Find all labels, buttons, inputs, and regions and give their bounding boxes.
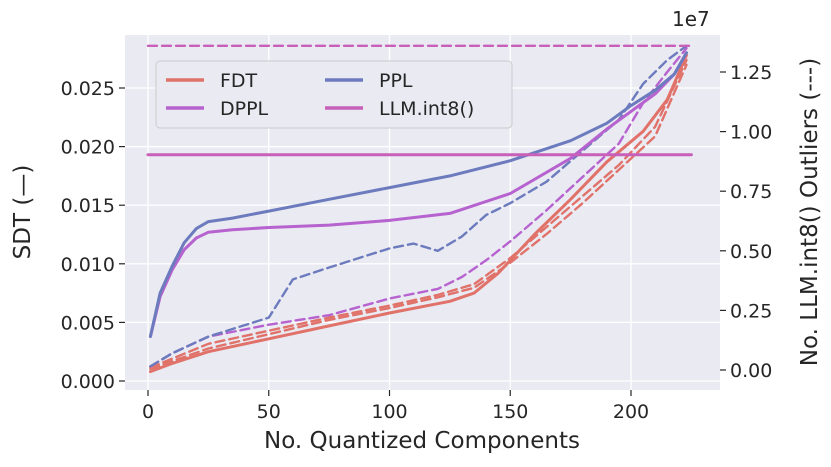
x-tick-label: 200 [613, 401, 649, 423]
y-left-tick-label: 0.000 [61, 371, 115, 393]
y-right-tick-label: 0.50 [730, 241, 772, 263]
series-line-dppl-outliers [149, 47, 688, 368]
y-right-axis-label: No. LLM.int8() Outliers (---) [797, 58, 823, 366]
series-line-dppl [148, 51, 688, 338]
x-tick-label: 0 [142, 401, 154, 423]
y-right-tick-label: 1.00 [730, 122, 772, 144]
y-right-tick-label: 0.25 [730, 300, 772, 322]
x-tick-label: 150 [492, 401, 528, 423]
series-line-ppl [148, 51, 688, 338]
y-right-tick-label: 0.75 [730, 181, 772, 203]
series-layer [146, 44, 693, 374]
y-left-tick-label: 0.015 [61, 195, 115, 217]
y-left-tick-label: 0.025 [61, 78, 115, 100]
x-tick-labels: 0 50 100 150 200 [142, 390, 649, 423]
series-line-fdt-outliers [149, 58, 688, 369]
y-left-axis-label: SDT (—) [10, 165, 36, 260]
legend-label-fdt: FDT [220, 70, 258, 92]
series-line-ppl-outliers [149, 44, 688, 368]
y-left-tick-label: 0.005 [61, 312, 115, 334]
y-left-tick-label: 0.020 [61, 137, 115, 159]
right-axis-multiplier: 1e7 [672, 7, 710, 31]
y-left-tick-labels: 0.000 0.005 0.010 0.015 0.020 0.025 [61, 78, 125, 393]
y-left-tick-label: 0.010 [61, 254, 115, 276]
y-right-tick-labels: 0.00 0.25 0.50 0.75 1.00 1.25 [720, 62, 772, 382]
y-right-tick-label: 0.00 [730, 360, 772, 382]
legend-label-llm-int8: LLM.int8() [379, 98, 474, 120]
legend-label-ppl: PPL [379, 70, 413, 92]
series-line-fdt [148, 53, 688, 374]
series-line-fdt-outliers-alt [149, 63, 688, 370]
legend: FDT DPPL PPL LLM.int8() [155, 60, 513, 129]
y-right-tick-label: 1.25 [730, 62, 772, 84]
x-tick-label: 100 [371, 401, 407, 423]
legend-label-dppl: DPPL [220, 98, 269, 120]
x-tick-label: 50 [257, 401, 281, 423]
x-axis-label: No. Quantized Components [264, 428, 580, 454]
legend-box [155, 60, 513, 129]
